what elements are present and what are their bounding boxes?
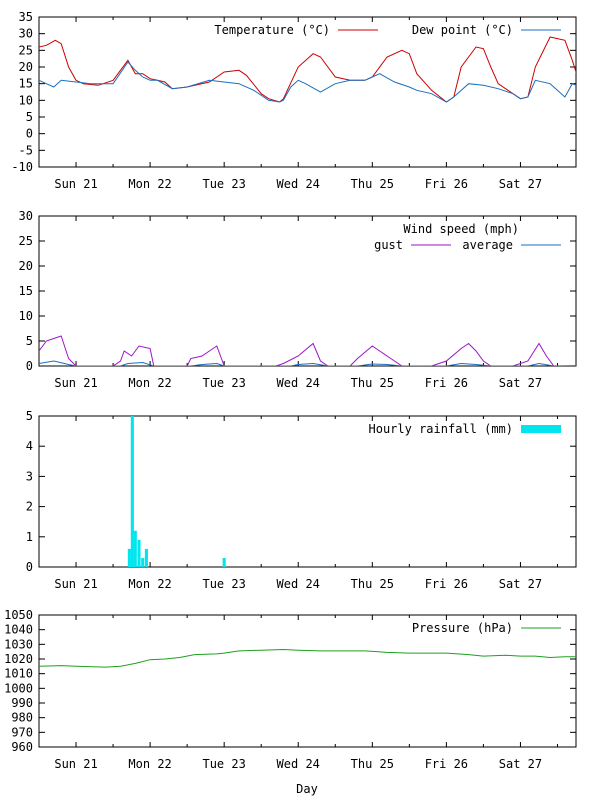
y-tick-label: 5 [26, 409, 33, 423]
x-tick-label: Thu 25 [351, 577, 394, 591]
wind-title: Wind speed (mph) [403, 222, 519, 236]
legend-label: Hourly rainfall (mm) [369, 422, 514, 436]
y-tick-label: 10 [19, 93, 33, 107]
x-tick-label: Fri 26 [425, 376, 468, 390]
y-tick-label: 20 [19, 60, 33, 74]
x-axis-label: Day [296, 782, 318, 796]
legend-label: Pressure (hPa) [412, 621, 513, 635]
x-tick-label: Sat 27 [499, 577, 542, 591]
rain-bar [133, 530, 137, 567]
x-tick-label: Wed 24 [277, 177, 320, 191]
rain-bar [141, 557, 145, 567]
x-tick-label: Sun 21 [54, 177, 97, 191]
y-tick-label: 4 [26, 439, 33, 453]
y-tick-label: -10 [11, 160, 33, 174]
rain-bar [222, 557, 226, 567]
rainfall-panel: 0 1 2 3 4 5 Sun 21 Mon 22 Tue 23 Wed 24 Thu 25 Fri … [26, 409, 577, 591]
pressure-series-0 [39, 648, 576, 668]
x-tick-label: Wed 24 [277, 376, 320, 390]
y-tick-label: -5 [19, 143, 33, 157]
temperature-frame [38, 16, 577, 168]
y-tick-label: 10 [19, 309, 33, 323]
y-tick-label: 25 [19, 234, 33, 248]
y-tick-label: 0 [26, 127, 33, 141]
rainfall-frame [38, 415, 577, 568]
wind-panel: 0 5 10 15 20 25 30 Sun 21 Mon 22 Tue 23 Wed 24 Thu … [19, 209, 577, 390]
y-tick-label: 25 [19, 43, 33, 57]
y-tick-label: 1050 [4, 608, 33, 622]
x-tick-label: Sun 21 [54, 577, 97, 591]
y-tick-label: 35 [19, 10, 33, 24]
legend-label: average [462, 238, 513, 252]
x-tick-label: Tue 23 [202, 577, 245, 591]
y-tick-label: 1030 [4, 637, 33, 651]
x-tick-label: Fri 26 [425, 177, 468, 191]
x-tick-label: Mon 22 [128, 376, 171, 390]
y-tick-label: 970 [11, 725, 33, 739]
y-tick-label: 15 [19, 284, 33, 298]
x-tick-label: Thu 25 [351, 177, 394, 191]
wind-series-1 [39, 360, 576, 366]
x-tick-label: Mon 22 [128, 757, 171, 771]
y-tick-label: 0 [26, 359, 33, 373]
temperature-panel: -10 -5 0 5 10 15 20 25 30 35 Sun 21 Mon 22 Tue 23 Wed… [11, 10, 577, 191]
y-tick-label: 20 [19, 259, 33, 273]
rain-bar [127, 548, 131, 567]
legend-label: gust [374, 238, 403, 252]
rain-bar [144, 548, 148, 567]
x-tick-label: Sat 27 [499, 376, 542, 390]
y-tick-label: 1010 [4, 667, 33, 681]
y-tick-label: 2 [26, 500, 33, 514]
x-tick-label: Fri 26 [425, 757, 468, 771]
x-tick-label: Sat 27 [499, 177, 542, 191]
pressure-frame [38, 614, 577, 748]
temperature-series-0 [39, 36, 576, 103]
y-tick-label: 980 [11, 711, 33, 725]
x-tick-label: Sat 27 [499, 757, 542, 771]
x-tick-label: Tue 23 [202, 177, 245, 191]
x-tick-label: Mon 22 [128, 577, 171, 591]
y-tick-label: 960 [11, 740, 33, 754]
x-tick-label: Mon 22 [128, 177, 171, 191]
x-tick-label: Wed 24 [277, 577, 320, 591]
x-tick-label: Wed 24 [277, 757, 320, 771]
temperature-series-1 [39, 61, 576, 103]
x-tick-label: Thu 25 [351, 376, 394, 390]
x-tick-label: Tue 23 [202, 757, 245, 771]
x-tick-label: Sun 21 [54, 376, 97, 390]
x-tick-label: Sun 21 [54, 757, 97, 771]
y-tick-label: 15 [19, 77, 33, 91]
legend-label: Dew point (°C) [412, 23, 513, 37]
y-tick-label: 3 [26, 469, 33, 483]
legend-swatch [521, 425, 561, 433]
y-tick-label: 990 [11, 696, 33, 710]
y-tick-label: 5 [26, 110, 33, 124]
x-tick-label: Fri 26 [425, 577, 468, 591]
y-tick-label: 0 [26, 560, 33, 574]
y-tick-label: 1 [26, 530, 33, 544]
wind-series-0 [39, 335, 576, 366]
x-tick-label: Thu 25 [351, 757, 394, 771]
y-tick-label: 1000 [4, 681, 33, 695]
rain-bar [137, 539, 141, 567]
y-tick-label: 1040 [4, 623, 33, 637]
y-tick-label: 5 [26, 334, 33, 348]
y-tick-label: 30 [19, 27, 33, 41]
y-tick-label: 1020 [4, 652, 33, 666]
legend-label: Temperature (°C) [214, 23, 330, 37]
x-tick-label: Tue 23 [202, 376, 245, 390]
rain-bar [130, 416, 134, 567]
y-tick-label: 30 [19, 209, 33, 223]
